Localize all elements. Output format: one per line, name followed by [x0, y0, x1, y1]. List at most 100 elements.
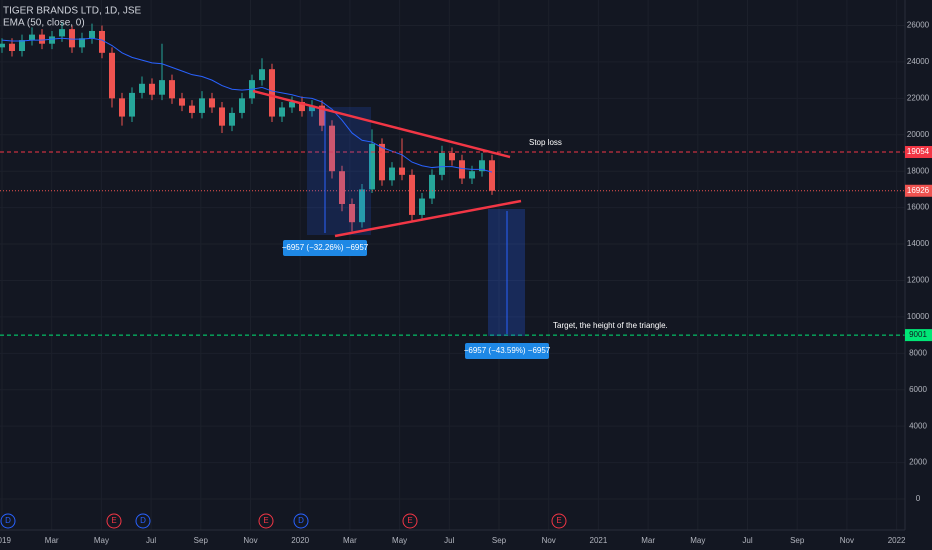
candles — [0, 21, 905, 336]
measure-label: −6957 (−43.59%) −6957 — [464, 346, 551, 355]
candle-body — [469, 171, 475, 179]
y-tick-label: 18000 — [907, 166, 930, 175]
candle-body — [0, 43, 5, 48]
measure-label-bg — [465, 343, 549, 359]
candle-body — [109, 52, 115, 99]
x-tick-label: 2022 — [888, 536, 906, 545]
candle-body — [279, 107, 285, 117]
x-tick-label: Nov — [542, 536, 556, 545]
candle-body — [239, 98, 245, 113]
axis-labels: 0 2000 4000 6000 8000 10000 12000 14000 16000 180… — [0, 21, 932, 545]
x-tick-label: 2021 — [590, 536, 608, 545]
event-marker — [293, 513, 309, 529]
y-tick-label: 8000 — [909, 348, 927, 357]
event-marker — [551, 513, 567, 529]
x-tick-label: Sep — [790, 536, 805, 545]
event-marker — [402, 513, 418, 529]
candle-body — [419, 198, 425, 215]
candle-body — [379, 143, 385, 181]
chart-title: TIGER BRANDS LTD, 1D, JSE — [3, 6, 142, 17]
x-tick-label: Mar — [641, 536, 655, 545]
candle-body — [199, 98, 205, 113]
event-label: E — [556, 516, 561, 525]
candle-body — [409, 174, 415, 215]
candle-body — [439, 152, 445, 175]
candle-body — [99, 30, 105, 53]
x-tick-label: Jul — [742, 536, 752, 545]
x-tick-label: 2020 — [291, 536, 309, 545]
x-tick-label: 2019 — [0, 536, 11, 545]
event-label: D — [298, 516, 304, 525]
price-label: 9001 — [909, 330, 927, 339]
x-tick-label: May — [690, 536, 705, 545]
event-marker — [258, 513, 274, 529]
event-label: D — [5, 516, 11, 525]
candle-body — [129, 92, 135, 117]
y-tick-label: 22000 — [907, 93, 930, 102]
x-tick-label: Sep — [194, 536, 209, 545]
event-marker — [106, 513, 122, 529]
y-tick-label: 6000 — [909, 385, 927, 394]
candle-body — [119, 98, 125, 117]
measure-label: −6957 (−32.26%) −6957 — [282, 243, 369, 252]
price-label: 16926 — [907, 186, 930, 195]
y-tick-label: 0 — [916, 494, 921, 503]
candle-body — [489, 160, 495, 191]
x-tick-label: Mar — [45, 536, 59, 545]
candle-body — [179, 98, 185, 106]
x-tick-label: May — [392, 536, 407, 545]
price-label-bg — [905, 329, 932, 342]
measure-box — [307, 107, 371, 235]
event-label: E — [407, 516, 412, 525]
candle-body — [309, 105, 315, 112]
x-tick-label: Sep — [492, 536, 507, 545]
candle-body — [9, 43, 15, 51]
candle-body — [169, 80, 175, 99]
candle-body — [229, 112, 235, 126]
candle-body — [369, 143, 375, 190]
candle-body — [389, 167, 395, 181]
candle-body — [209, 98, 215, 108]
candle-body — [59, 29, 65, 37]
candle-body — [149, 83, 155, 95]
candle-body — [289, 101, 295, 108]
x-tick-label: Jul — [146, 536, 156, 545]
event-label: E — [263, 516, 268, 525]
measure-label-bg — [283, 240, 367, 256]
x-tick-label: May — [94, 536, 109, 545]
event-label: E — [111, 516, 116, 525]
candle-body — [89, 30, 95, 39]
candle-body — [399, 167, 405, 175]
candle-body — [359, 189, 365, 223]
candle-body — [19, 40, 25, 51]
y-tick-label: 12000 — [907, 276, 930, 285]
x-tick-label: Nov — [243, 536, 257, 545]
candle-body — [69, 29, 75, 48]
candle-body — [29, 34, 35, 41]
price-label: 19054 — [907, 147, 930, 156]
candle-body — [479, 160, 485, 172]
annotation: Target, the height of the triangle. — [553, 321, 668, 330]
y-tick-label: 16000 — [907, 203, 930, 212]
candle-body — [269, 69, 275, 117]
y-tick-label: 26000 — [907, 21, 930, 30]
candle-body — [349, 203, 355, 223]
candle-body — [189, 105, 195, 113]
event-label: D — [140, 516, 146, 525]
y-tick-label: 2000 — [909, 458, 927, 467]
x-tick-label: Jul — [444, 536, 454, 545]
price-axis — [905, 0, 932, 550]
candle-body — [219, 107, 225, 126]
y-tick-label: 4000 — [909, 421, 927, 430]
candle-body — [299, 101, 305, 112]
annotation: Stop loss — [529, 138, 562, 147]
price-label-bg — [905, 184, 932, 197]
y-tick-label: 24000 — [907, 57, 930, 66]
candle-body — [79, 38, 85, 48]
candle-body — [449, 152, 455, 161]
y-tick-label: 20000 — [907, 130, 930, 139]
candle-body — [159, 80, 165, 95]
x-tick-label: Nov — [840, 536, 854, 545]
candle-body — [329, 125, 335, 172]
